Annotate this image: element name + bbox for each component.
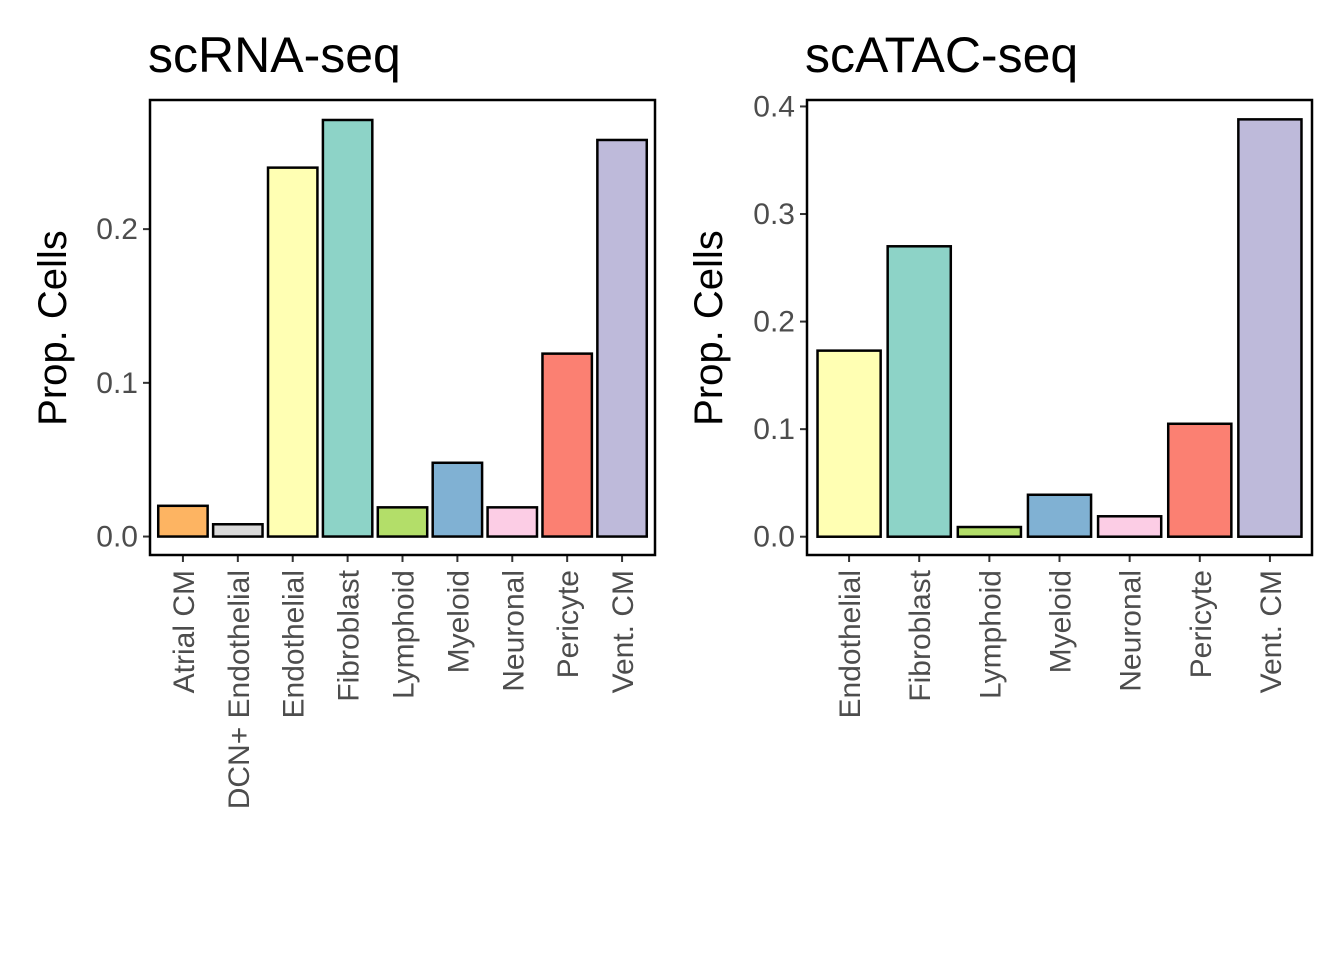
y-tick-label: 0.2	[96, 213, 138, 246]
bar-myeloid	[1026, 493, 1093, 538]
x-tick-label: Fibroblast	[333, 569, 366, 701]
bar-vent-cm	[596, 138, 649, 538]
y-axis-label: Prop. Cells	[31, 230, 75, 426]
x-tick-label: Myeloid	[1045, 570, 1078, 673]
bar-dcn-endothelial	[211, 523, 264, 538]
chart-title: scATAC-seq	[805, 27, 1078, 83]
x-tick-label: DCN+ Endothelial	[223, 570, 256, 809]
x-tick-label: Endothelial	[834, 570, 867, 718]
x-tick-label: Neuronal	[1115, 570, 1148, 692]
y-ticks: 0.0 0.1 0.2 0.3 0.4	[753, 90, 807, 554]
x-ticks: Atrial CM DCN+ Endothelial Endothelial Fibr…	[168, 555, 640, 809]
scrna-panel: scRNA-seq Prop. Cells 0.0 0.1 0.2 Atrial C…	[31, 27, 657, 809]
x-tick-label: Vent. CM	[1255, 570, 1288, 693]
x-tick-label: Lymphoid	[388, 570, 421, 699]
y-tick-label: 0.1	[96, 367, 138, 400]
y-tick-label: 0.2	[753, 306, 795, 339]
plot-frame	[805, 98, 1314, 557]
bar-atrial-cm	[156, 504, 209, 538]
x-tick-label: Lymphoid	[974, 570, 1007, 699]
scatac-panel: scATAC-seq Prop. Cells 0.0 0.1 0.2 0.3 0.4 E…	[687, 27, 1314, 718]
x-tick-label: Atrial CM	[168, 570, 201, 693]
bar-endothelial	[816, 349, 882, 538]
bar-fibroblast	[321, 118, 374, 538]
bar-lymphoid	[376, 506, 429, 538]
bar-neuronal	[1096, 515, 1163, 538]
bars	[156, 118, 649, 538]
bar-vent-cm	[1237, 118, 1303, 538]
x-ticks: Endothelial Fibroblast Lymphoid Myeloid Neur…	[834, 555, 1288, 718]
x-tick-label: Endothelial	[278, 570, 311, 718]
x-tick-label: Neuronal	[497, 570, 530, 692]
bar-neuronal	[486, 506, 539, 538]
bar-lymphoid	[956, 525, 1023, 538]
bars	[816, 118, 1303, 538]
x-tick-label: Pericyte	[1185, 570, 1218, 678]
y-axis-label: Prop. Cells	[687, 230, 731, 426]
y-ticks: 0.0 0.1 0.2	[96, 213, 150, 554]
bar-endothelial	[266, 166, 319, 538]
x-tick-label: Myeloid	[442, 570, 475, 673]
plot-frame	[148, 98, 657, 557]
x-tick-label: Vent. CM	[607, 570, 640, 693]
bar-fibroblast	[886, 245, 953, 538]
y-tick-label: 0.3	[753, 198, 795, 231]
bar-pericyte	[541, 352, 594, 538]
bar-pericyte	[1166, 422, 1233, 538]
bar-myeloid	[431, 461, 484, 538]
y-tick-label: 0.0	[96, 521, 138, 554]
chart-title: scRNA-seq	[148, 27, 401, 83]
y-tick-label: 0.1	[753, 413, 795, 446]
y-tick-label: 0.4	[753, 90, 795, 123]
y-tick-label: 0.0	[753, 521, 795, 554]
x-tick-label: Pericyte	[552, 570, 585, 678]
x-tick-label: Fibroblast	[904, 569, 937, 701]
